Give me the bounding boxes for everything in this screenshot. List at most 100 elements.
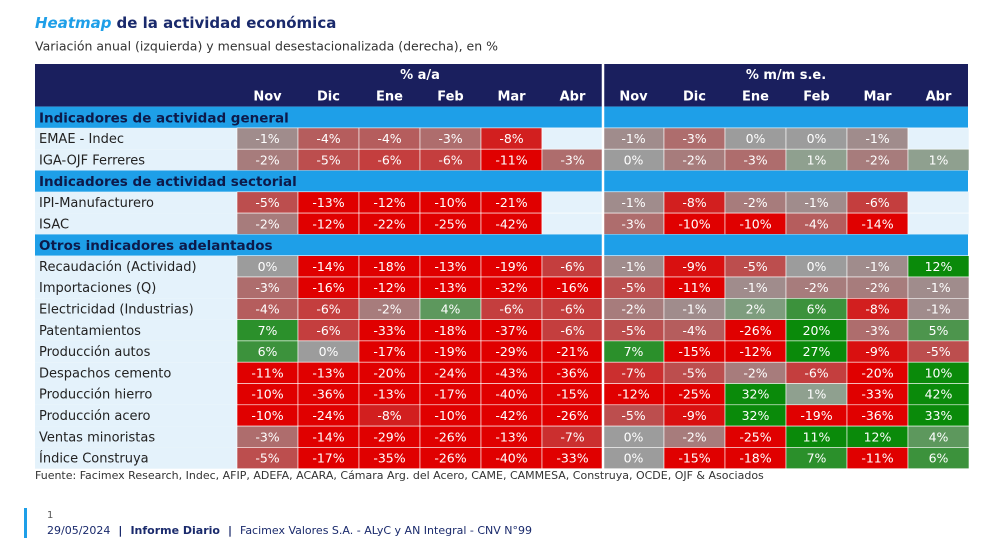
cell-value: -33% bbox=[861, 387, 893, 402]
row-label: IPI-Manufacturero bbox=[39, 196, 154, 211]
cell-value: -18% bbox=[739, 451, 771, 466]
month-label: Abr bbox=[560, 89, 586, 104]
heat-cell bbox=[907, 191, 970, 214]
label-bg bbox=[35, 277, 237, 299]
cell-value: -33% bbox=[373, 323, 405, 338]
cell-value: -15% bbox=[678, 451, 710, 466]
header-bg bbox=[35, 64, 968, 107]
cell-value: -12% bbox=[617, 387, 649, 402]
cell-value: -5% bbox=[926, 344, 950, 359]
cell-value: -14% bbox=[312, 429, 344, 444]
label-bg bbox=[35, 191, 237, 214]
label-bg bbox=[35, 127, 237, 150]
cell-value: -24% bbox=[312, 408, 344, 423]
cell-value: -5% bbox=[743, 259, 767, 274]
cell-value: 11% bbox=[803, 429, 831, 444]
cell-value: -1% bbox=[865, 131, 889, 146]
row-label: Índice Construya bbox=[39, 451, 149, 467]
cell-value: -16% bbox=[312, 280, 344, 295]
cell-value: 5% bbox=[929, 323, 949, 338]
page-number: 1 bbox=[47, 510, 53, 521]
section-bg bbox=[35, 106, 968, 128]
row-label: Electricidad (Industrias) bbox=[39, 302, 194, 317]
row-label: Producción acero bbox=[39, 409, 151, 424]
heat-cell bbox=[907, 212, 970, 235]
cell-value: 33% bbox=[925, 408, 953, 423]
row-label: Producción autos bbox=[39, 345, 151, 360]
cell-value: -43% bbox=[495, 365, 527, 380]
footer-line: 29/05/2024 | Informe Diario | Facimex Valore… bbox=[47, 524, 532, 537]
cell-value: -6% bbox=[438, 152, 462, 167]
cell-value: -22% bbox=[373, 216, 405, 231]
cell-value: 4% bbox=[929, 429, 949, 444]
month-label: Abr bbox=[926, 89, 952, 104]
cell-value: -2% bbox=[682, 429, 706, 444]
cell-value: 0% bbox=[807, 259, 827, 274]
row-label: Patentamientos bbox=[39, 324, 141, 339]
cell-value: -37% bbox=[495, 323, 527, 338]
cell-value: -7% bbox=[560, 429, 584, 444]
heatmap-table: % a/a % m/m s.e. Nov Dic Ene Feb Mar Abr Nov Dic E… bbox=[35, 64, 970, 469]
subtitle: Variación anual (izquierda) y mensual de… bbox=[35, 39, 498, 54]
cell-value: 32% bbox=[742, 408, 770, 423]
cell-value: -4% bbox=[316, 131, 340, 146]
cell-value: -6% bbox=[804, 365, 828, 380]
cell-value: -2% bbox=[377, 301, 401, 316]
cell-value: 0% bbox=[624, 451, 644, 466]
cell-value: -2% bbox=[743, 195, 767, 210]
cell-value: 0% bbox=[258, 259, 278, 274]
cell-value: -13% bbox=[312, 365, 344, 380]
cell-value: -5% bbox=[621, 408, 645, 423]
cell-value: -8% bbox=[865, 301, 889, 316]
cell-value: -13% bbox=[434, 259, 466, 274]
cell-value: -5% bbox=[316, 152, 340, 167]
month-label: Dic bbox=[317, 89, 340, 104]
title-rest: de la actividad económica bbox=[117, 14, 337, 32]
cell-value: 6% bbox=[929, 451, 949, 466]
row-label: EMAE - Indec bbox=[39, 132, 124, 147]
cell-value: -42% bbox=[495, 408, 527, 423]
cell-value: 0% bbox=[807, 131, 827, 146]
month-label: Feb bbox=[803, 89, 829, 104]
cell-value: 20% bbox=[803, 323, 831, 338]
heat-cell bbox=[541, 127, 604, 150]
section-bg bbox=[35, 234, 968, 256]
cell-value: 10% bbox=[925, 365, 953, 380]
cell-value: -6% bbox=[316, 323, 340, 338]
cell-value: -42% bbox=[495, 216, 527, 231]
row-label: Producción hierro bbox=[39, 388, 152, 403]
cell-value: -2% bbox=[621, 301, 645, 316]
cell-value: 0% bbox=[624, 152, 644, 167]
cell-value: -5% bbox=[682, 365, 706, 380]
month-label: Nov bbox=[619, 89, 648, 104]
section-bg bbox=[35, 170, 968, 192]
cell-value: -36% bbox=[861, 408, 893, 423]
cell-value: -13% bbox=[312, 195, 344, 210]
cell-value: -18% bbox=[434, 323, 466, 338]
row-label: Despachos cemento bbox=[39, 366, 171, 381]
month-label: Mar bbox=[863, 89, 892, 104]
cell-value: -26% bbox=[434, 451, 466, 466]
heat-cell bbox=[907, 447, 970, 469]
month-label: Nov bbox=[253, 89, 282, 104]
cell-value: -3% bbox=[255, 429, 279, 444]
month-label: Ene bbox=[376, 89, 403, 104]
label-bg bbox=[35, 426, 237, 448]
cell-value: 1% bbox=[807, 152, 827, 167]
cell-value: -25% bbox=[678, 387, 710, 402]
cell-value: -26% bbox=[434, 429, 466, 444]
cell-value: -19% bbox=[800, 408, 832, 423]
cell-value: -2% bbox=[865, 152, 889, 167]
cell-value: 12% bbox=[925, 259, 953, 274]
cell-value: -25% bbox=[434, 216, 466, 231]
cell-value: 1% bbox=[929, 152, 949, 167]
cell-value: 2% bbox=[746, 301, 766, 316]
cell-value: -17% bbox=[434, 387, 466, 402]
group-label: % a/a bbox=[400, 68, 440, 83]
cell-value: -2% bbox=[743, 365, 767, 380]
cell-value: -3% bbox=[682, 131, 706, 146]
section-title: Indicadores de actividad general bbox=[39, 110, 289, 126]
cell-value: -5% bbox=[621, 280, 645, 295]
cell-value: -19% bbox=[434, 344, 466, 359]
